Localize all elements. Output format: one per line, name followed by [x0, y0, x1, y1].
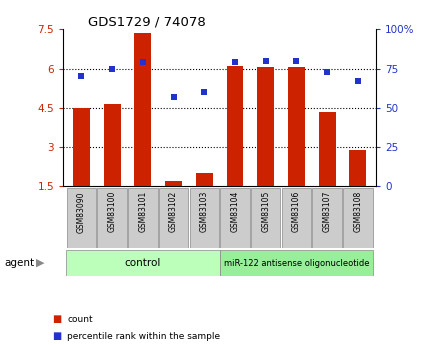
FancyBboxPatch shape [312, 188, 341, 248]
Text: GSM83090: GSM83090 [77, 191, 86, 233]
Text: agent: agent [4, 258, 34, 268]
Text: control: control [125, 258, 161, 268]
Text: GSM83106: GSM83106 [291, 191, 300, 233]
FancyBboxPatch shape [158, 188, 188, 248]
Text: GSM83100: GSM83100 [108, 191, 116, 233]
FancyBboxPatch shape [66, 188, 96, 248]
Text: count: count [67, 315, 93, 324]
Point [201, 89, 207, 95]
Point [323, 69, 330, 75]
FancyBboxPatch shape [281, 188, 310, 248]
FancyBboxPatch shape [128, 188, 157, 248]
FancyBboxPatch shape [342, 188, 372, 248]
Text: miR-122 antisense oligonucleotide: miR-122 antisense oligonucleotide [223, 258, 368, 268]
FancyBboxPatch shape [250, 188, 280, 248]
Point [139, 60, 146, 65]
Point [231, 60, 238, 65]
Text: GDS1729 / 74078: GDS1729 / 74078 [88, 15, 205, 28]
Point [78, 74, 85, 79]
Bar [73, 108, 90, 186]
Point [262, 58, 269, 63]
Bar [226, 66, 243, 186]
FancyBboxPatch shape [97, 188, 127, 248]
Point [170, 94, 177, 100]
Text: percentile rank within the sample: percentile rank within the sample [67, 332, 220, 341]
Text: GSM83104: GSM83104 [230, 191, 239, 233]
Text: ▶: ▶ [36, 258, 44, 268]
Bar [318, 112, 335, 186]
Point [108, 66, 115, 71]
Text: GSM83103: GSM83103 [199, 191, 208, 233]
Text: GSM83108: GSM83108 [352, 191, 362, 232]
Point [292, 58, 299, 63]
FancyBboxPatch shape [66, 250, 219, 276]
Bar [287, 67, 304, 186]
Text: ■: ■ [52, 314, 61, 324]
Bar [134, 33, 151, 186]
FancyBboxPatch shape [219, 250, 372, 276]
Text: GSM83107: GSM83107 [322, 191, 331, 233]
Bar [165, 181, 182, 186]
Bar [104, 104, 120, 186]
Bar [349, 150, 365, 186]
Bar [195, 173, 212, 186]
Text: ■: ■ [52, 332, 61, 341]
Bar [256, 67, 273, 186]
FancyBboxPatch shape [220, 188, 249, 248]
Text: GSM83105: GSM83105 [261, 191, 270, 233]
FancyBboxPatch shape [189, 188, 219, 248]
Point [354, 78, 361, 84]
Text: GSM83101: GSM83101 [138, 191, 147, 232]
Text: GSM83102: GSM83102 [169, 191, 178, 232]
